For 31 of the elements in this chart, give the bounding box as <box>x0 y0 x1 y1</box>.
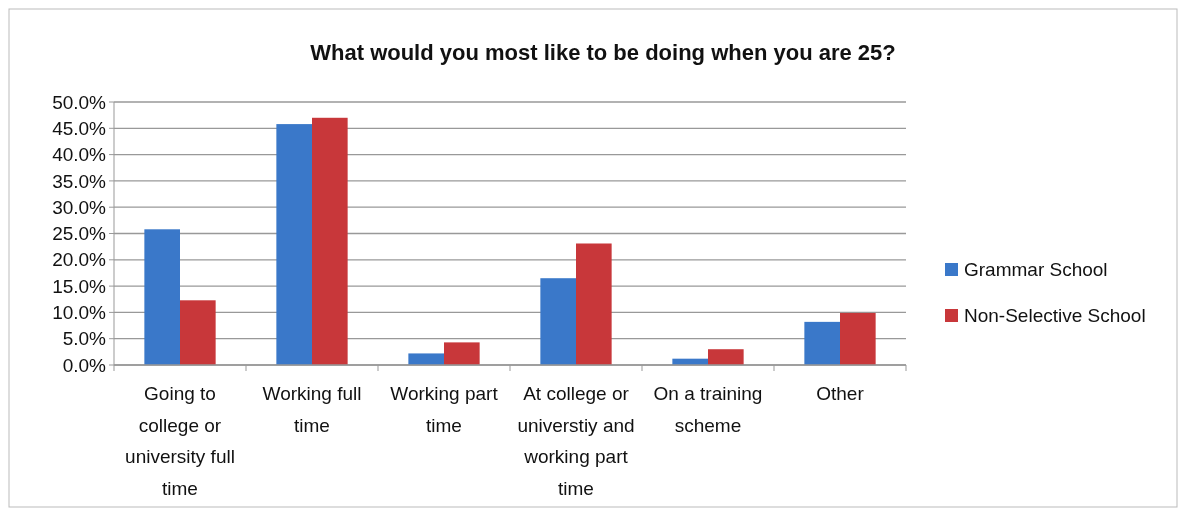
legend-label: Grammar School <box>964 258 1108 280</box>
bar <box>312 117 348 365</box>
x-tick-label: At college or universtiy and working part time <box>517 383 635 499</box>
bar <box>408 353 444 365</box>
bar <box>840 312 876 365</box>
x-tick-label: On a training scheme <box>653 383 763 436</box>
x-tick-label: Working full time <box>262 383 362 436</box>
y-tick-label: 20.0% <box>52 249 107 271</box>
y-tick-label: 10.0% <box>52 302 107 324</box>
bar <box>708 349 744 365</box>
y-tick-label: 25.0% <box>52 223 107 245</box>
bar <box>576 243 612 365</box>
y-tick-label: 50.0% <box>52 91 107 113</box>
y-tick-label: 40.0% <box>52 144 107 166</box>
bar <box>144 229 180 365</box>
bar <box>276 124 312 365</box>
legend-label: Non-Selective School <box>964 304 1146 326</box>
x-tick-label: Going to college or university full time <box>125 383 235 499</box>
bar <box>804 321 840 365</box>
y-tick-label: 0.0% <box>62 354 107 376</box>
x-tick-label: Other <box>816 383 865 404</box>
bar <box>444 342 480 365</box>
x-tick-label: Working part time <box>390 383 499 436</box>
bar <box>540 278 576 365</box>
chart-title: What would you most like to be doing when you are 25? <box>310 40 896 65</box>
bar <box>180 300 216 365</box>
y-tick-label: 45.0% <box>52 117 107 139</box>
y-tick-label: 35.0% <box>52 170 107 192</box>
y-tick-label: 5.0% <box>62 328 107 350</box>
y-tick-label: 30.0% <box>52 196 107 218</box>
y-tick-label: 15.0% <box>52 275 107 297</box>
